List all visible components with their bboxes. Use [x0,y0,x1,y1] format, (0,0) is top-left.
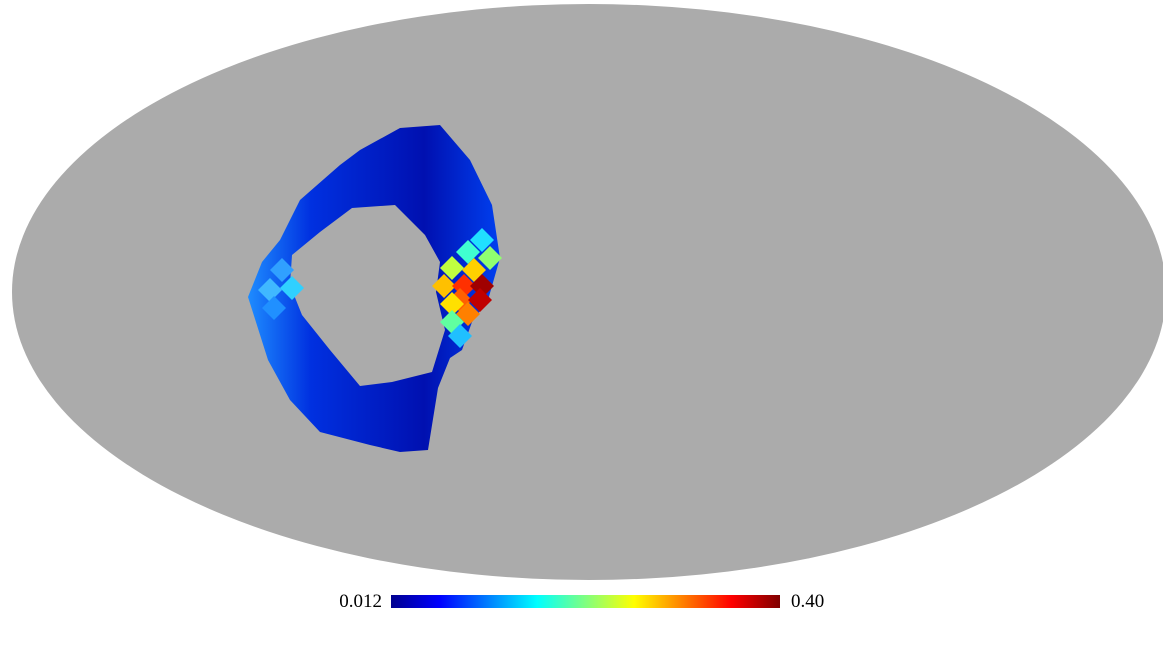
map-pixel [270,258,294,282]
map-pixel [258,278,282,302]
map-pixel [478,246,502,270]
colorbar-tick-label: 0.40 [791,591,824,612]
map-pixel [280,276,304,300]
map-pixel [440,256,464,280]
map-region [248,125,500,452]
colorbar-tick-label: 0.012 [339,591,382,612]
map-pixel [448,324,472,348]
colorbar [391,595,780,608]
map-pixel [440,292,464,316]
map-pixel [432,274,456,298]
mollweide-sky [12,4,1163,580]
map-pixel [262,296,286,320]
map-pixel [470,228,494,252]
map-pixels [258,228,502,348]
map-pixel [468,288,492,312]
